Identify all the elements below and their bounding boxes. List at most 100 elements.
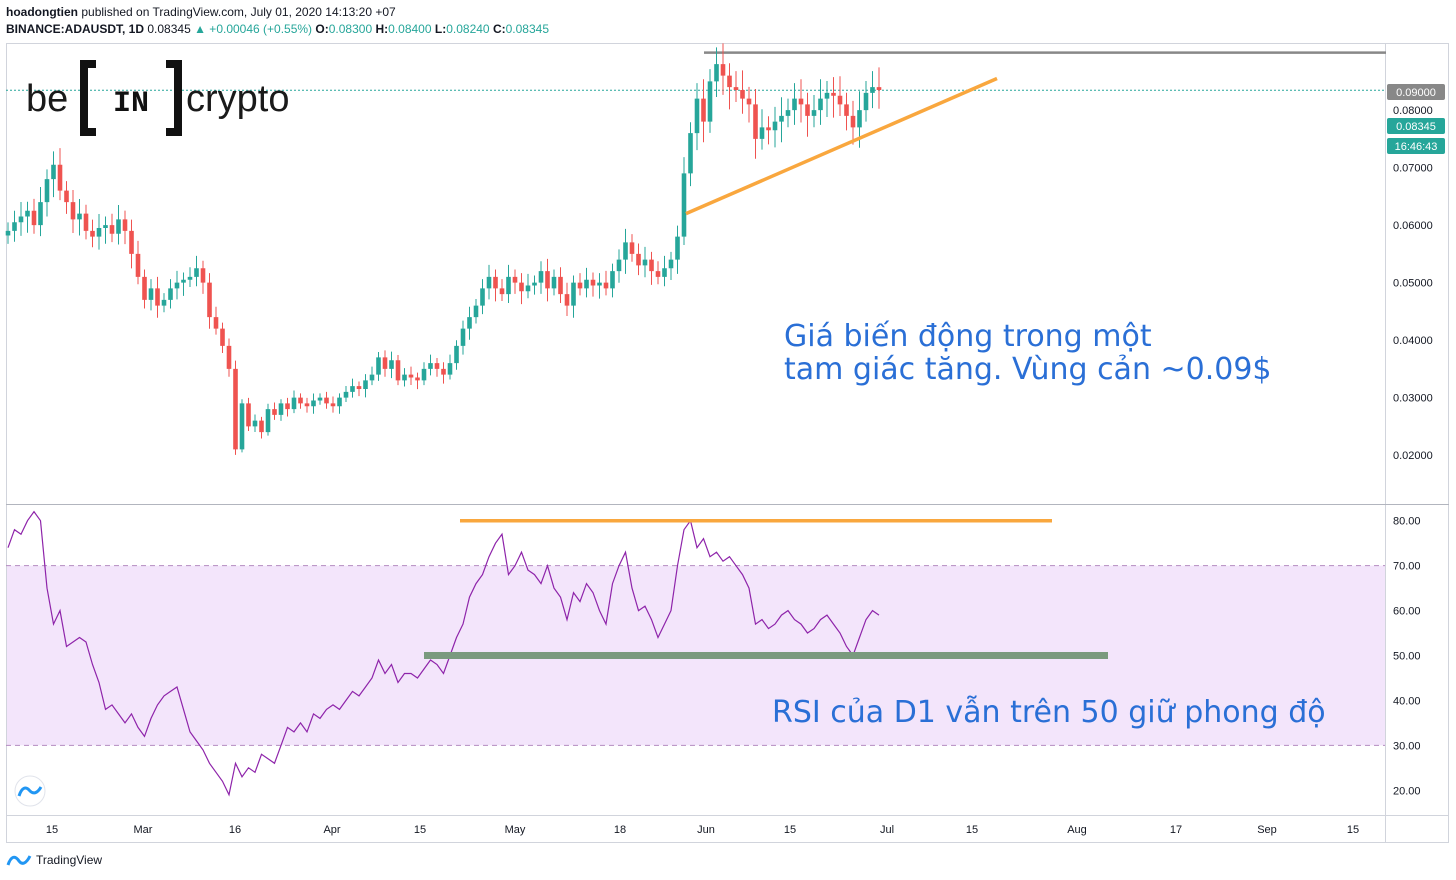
candle-body [168,288,173,300]
candle-body [831,92,836,96]
candle-body [454,345,459,364]
time-tick-label: 17 [1170,824,1182,836]
candle-body [441,368,446,375]
close-value: 0.08345 [505,22,550,36]
candle-body [714,64,719,82]
candle-body [408,374,414,378]
candle-body [148,288,154,300]
candles [5,43,882,455]
candle-body [200,268,206,283]
ascending-trendline [685,76,998,216]
candle-body [317,397,323,401]
candle-body [298,397,303,404]
candle-body [655,271,661,277]
close-label: C: [492,22,506,36]
high-value: 0.08400 [388,22,432,36]
candle-body [538,271,544,283]
candle-body [688,133,693,174]
logo-text-left: be [26,78,68,120]
candle-body [226,345,232,369]
candle-body [142,276,147,300]
candle-body [746,98,752,105]
candle-body [395,360,401,381]
candle-body [740,90,745,99]
candle-body [707,81,713,122]
time-tick-label: Apr [323,824,340,836]
symbol-label: BINANCE:ADAUSDT, 1D [6,22,145,36]
candle-body [129,230,134,254]
logo-text-mid: IN [113,87,149,121]
publish-info: hoadongtien published on TradingView.com… [6,5,396,19]
candle-body [727,75,732,88]
candle-body [31,210,37,226]
price-tick-label: 0.05000 [1393,278,1433,290]
candle-body [863,92,869,111]
price-tick-label: 0.02000 [1393,450,1433,462]
candle-body [525,285,531,292]
rsi-tick-label: 70.00 [1393,561,1421,573]
candle-body [798,98,804,105]
time-tick-label: Jul [880,824,894,836]
time-tick-label: Jun [697,824,715,836]
candle-body [551,276,557,289]
candle-body [122,219,128,231]
candle-body [590,279,596,286]
rsi-line [7,510,880,797]
candle-body [564,294,570,306]
candle-body [291,397,297,410]
candle-body [187,276,193,280]
candle-body [428,363,433,369]
candle-body [343,391,349,398]
candle-body [44,179,50,203]
footer-brand[interactable]: TradingView [36,853,103,867]
candle-body [356,386,362,389]
price-tick-label: 0.06000 [1393,220,1433,232]
candle-body [376,357,381,375]
candle-body [38,202,43,226]
time-tick-label: 18 [614,824,626,836]
change-value: ▲ +0.00046 (+0.55%) [194,22,313,36]
candle-body [460,328,466,346]
candle-body [324,397,329,404]
candle-body [844,104,849,116]
candle-body [681,173,687,237]
candle-body [135,253,141,277]
candle-body [96,228,102,237]
last-price-badge-text: 0.08345 [1396,121,1436,133]
candle-body [369,374,375,381]
candle-body [213,317,219,329]
candle-body [278,403,284,415]
candle-body [174,282,180,289]
publish-text: published on TradingView.com, July 01, 2… [81,5,396,19]
candle-body [421,368,427,381]
candle-body [480,288,485,306]
open-label: O: [315,22,329,36]
time-tick-label: Aug [1067,824,1087,836]
candle-body [447,363,453,375]
candle-body [545,271,550,289]
candle-body [337,397,342,407]
candle-body [467,317,472,329]
candle-body [415,377,420,381]
candle-body [759,127,765,139]
chart-frame [6,43,1449,843]
candle-body [161,299,167,306]
candle-body [389,360,394,369]
candle-body [636,253,641,266]
candle-body [610,271,615,289]
countdown-badge-text: 16:46:43 [1395,141,1438,153]
candle-body [194,268,199,277]
candle-body [64,190,69,203]
candle-body [837,95,843,105]
candle-body [577,282,583,289]
candle-body [532,282,537,286]
candle-body [571,282,576,306]
candle-body [649,259,654,272]
price-tick-label: 0.07000 [1393,163,1433,175]
candle-body [51,164,56,180]
rsi-tick-label: 40.00 [1393,695,1421,707]
candle-body [350,386,355,392]
candle-body [597,282,602,286]
high-label: H: [375,22,389,36]
